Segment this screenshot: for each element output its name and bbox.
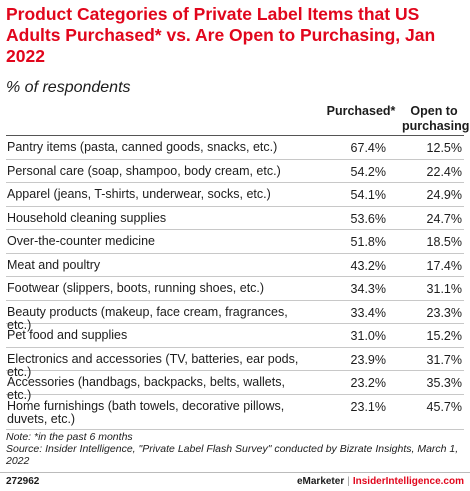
brand-separator: |	[347, 476, 350, 487]
table-row: Pantry items (pasta, canned goods, snack…	[6, 136, 464, 160]
table-row: Home furnishings (bath towels, decorativ…	[6, 395, 464, 430]
purchased-value: 43.2%	[350, 258, 386, 273]
brand-emarketer: eMarketer	[296, 476, 345, 487]
column-header-open: Open to purchasing	[402, 104, 470, 133]
chart-subtitle: % of respondents	[6, 79, 131, 96]
table-row: Pet food and supplies 31.0% 15.2%	[6, 324, 464, 348]
open-value: 18.5%	[426, 235, 462, 249]
category-label: Household cleaning supplies	[7, 210, 167, 225]
open-value: 15.2%	[426, 329, 462, 343]
table-row: Over-the-counter medicine 51.8% 18.5%	[6, 230, 464, 254]
open-value: 45.7%	[426, 399, 462, 414]
category-label: Pantry items (pasta, canned goods, snack…	[7, 140, 278, 154]
category-label: Pet food and supplies	[7, 328, 128, 342]
category-label: Home furnishings (bath towels, decorativ…	[7, 398, 285, 426]
brand-footer: eMarketer | InsiderIntelligence.com	[297, 476, 464, 487]
open-value: 31.7%	[426, 352, 462, 367]
table-header: Purchased* Open to purchasing	[6, 104, 470, 136]
purchased-value: 23.9%	[350, 352, 386, 367]
table-row: Apparel (jeans, T-shirts, underwear, soc…	[6, 183, 464, 207]
purchased-value: 23.2%	[350, 376, 386, 390]
open-value: 31.1%	[426, 282, 462, 296]
purchased-value: 67.4%	[350, 141, 386, 155]
category-label: Beauty products (makeup, face cream, fra…	[7, 304, 288, 332]
purchased-value: 33.4%	[350, 305, 386, 320]
open-value: 12.5%	[426, 141, 462, 155]
table-row: Beauty products (makeup, face cream, fra…	[6, 301, 464, 331]
category-label: Personal care (soap, shampoo, body cream…	[7, 163, 281, 178]
table-row: Accessories (handbags, backpacks, belts,…	[6, 371, 464, 402]
brand-insider-intelligence: InsiderIntelligence.com	[352, 476, 464, 487]
table-row: Household cleaning supplies 53.6% 24.7%	[6, 207, 464, 230]
table-row: Electronics and accessories (TV, batteri…	[6, 348, 464, 378]
table-row: Personal care (soap, shampoo, body cream…	[6, 160, 464, 183]
category-label: Meat and poultry	[7, 257, 101, 272]
open-value: 22.4%	[426, 164, 462, 179]
open-value: 24.7%	[426, 211, 462, 226]
chart-id: 272962	[6, 476, 40, 487]
open-value: 17.4%	[426, 258, 462, 273]
open-value: 35.3%	[426, 376, 462, 390]
category-label: Over-the-counter medicine	[7, 234, 155, 248]
footnote: Note: *in the past 6 months Source: Insi…	[6, 431, 464, 467]
footer-divider	[0, 472, 470, 473]
note-text: Note: *in the past 6 months	[6, 431, 133, 443]
category-label: Accessories (handbags, backpacks, belts,…	[7, 375, 285, 402]
data-table: Purchased* Open to purchasing Pantry ite…	[6, 104, 470, 430]
purchased-value: 34.3%	[350, 282, 386, 296]
category-label: Apparel (jeans, T-shirts, underwear, soc…	[7, 187, 271, 201]
table-row: Footwear (slippers, boots, running shoes…	[6, 277, 464, 301]
table-body: Pantry items (pasta, canned goods, snack…	[6, 136, 464, 430]
source-text: Source: Insider Intelligence, "Private L…	[6, 443, 459, 467]
purchased-value: 23.1%	[350, 399, 386, 414]
purchased-value: 51.8%	[350, 235, 386, 249]
open-value: 23.3%	[426, 305, 462, 320]
table-row: Meat and poultry 43.2% 17.4%	[6, 254, 464, 277]
column-header-purchased: Purchased*	[326, 104, 396, 118]
purchased-value: 53.6%	[350, 211, 386, 226]
purchased-value: 31.0%	[350, 329, 386, 343]
open-value: 24.9%	[426, 188, 462, 202]
chart-title: Product Categories of Private Label Item…	[6, 4, 436, 66]
category-label: Footwear (slippers, boots, running shoes…	[7, 281, 265, 295]
purchased-value: 54.2%	[350, 164, 386, 179]
purchased-value: 54.1%	[350, 188, 386, 202]
category-label: Electronics and accessories (TV, batteri…	[7, 351, 299, 379]
